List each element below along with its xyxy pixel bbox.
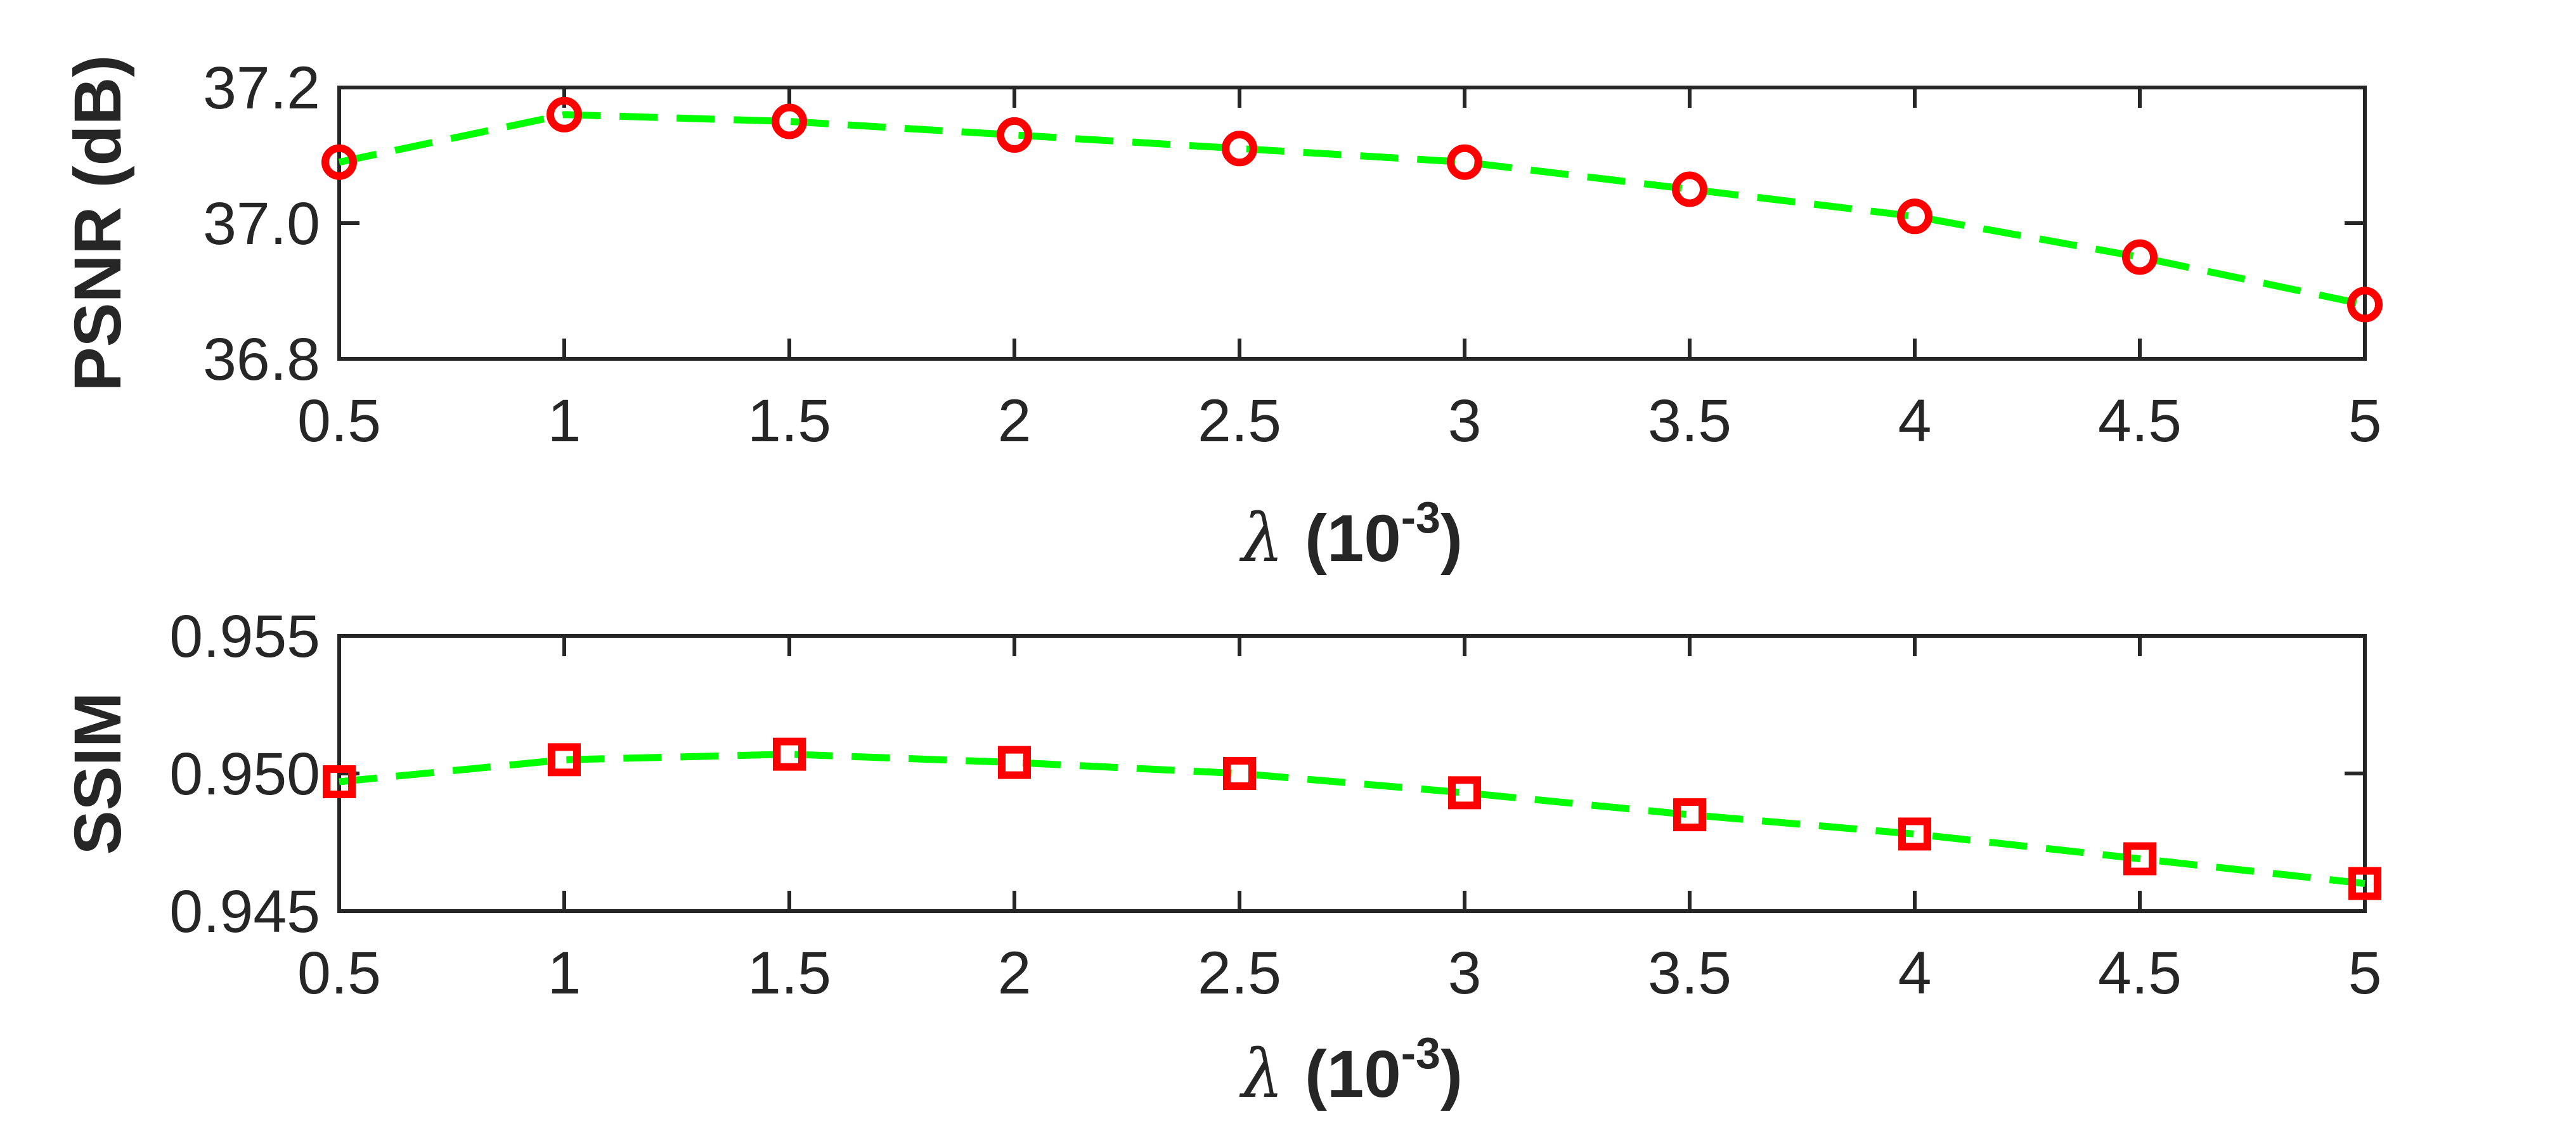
ssim-data-point xyxy=(1673,798,1706,832)
ssim-x-tick-label: 3 xyxy=(1448,940,1482,1007)
psnr-x-tick-label: 1 xyxy=(548,387,581,455)
ssim-x-tick-label: 5 xyxy=(2348,940,2382,1007)
ssim-y-tick-label: 0.945 xyxy=(169,878,320,945)
ssim-y-tick-label: 0.950 xyxy=(169,741,320,808)
psnr-data-point xyxy=(321,144,357,180)
ssim-x-tick-label: 4.5 xyxy=(2098,940,2182,1007)
psnr-x-tick-label: 2 xyxy=(998,387,1032,455)
psnr-y-tick-label: 36.8 xyxy=(203,326,320,393)
psnr-data-point xyxy=(1447,144,1482,180)
psnr-x-tick-label: 1.5 xyxy=(748,387,831,455)
psnr-x-tick-label: 3 xyxy=(1448,387,1482,455)
ssim-data-point xyxy=(773,737,806,771)
psnr-data-point xyxy=(772,103,807,139)
ssim-x-tick-label: 1.5 xyxy=(748,940,831,1007)
ssim-data-point xyxy=(1448,776,1481,810)
psnr-chart: 0.5 1 1.5 2 2.5 3 3.5 4 4.5 5 36.8 37.0 37.2 λ (10-3)… xyxy=(61,55,2383,577)
psnr-data-point xyxy=(547,96,582,133)
psnr-x-tick-label: 4.5 xyxy=(2098,387,2182,455)
psnr-data-point xyxy=(1672,171,1707,207)
psnr-data-point xyxy=(2122,239,2158,275)
ssim-x-tick-label: 0.5 xyxy=(297,940,381,1007)
ssim-chart: 0.5 1 1.5 2 2.5 3 3.5 4 4.5 5 0.945 0.950 0.955 λ (10… xyxy=(61,603,2381,1113)
psnr-x-tick-label: 3.5 xyxy=(1648,387,1731,455)
psnr-y-tick-label: 37.0 xyxy=(203,190,320,257)
ssim-data-point xyxy=(548,743,581,777)
ssim-data-point xyxy=(998,746,1031,779)
ssim-y-tick-label: 0.955 xyxy=(169,603,320,670)
psnr-data-point xyxy=(1897,198,1932,235)
ssim-data-point xyxy=(2348,867,2381,900)
ssim-x-tick-label: 1 xyxy=(548,940,581,1007)
ssim-data-point xyxy=(1223,757,1256,790)
psnr-series-line xyxy=(338,111,2366,308)
ssim-y-axis-label: SSIM xyxy=(61,692,135,855)
psnr-x-tick-label: 2.5 xyxy=(1198,387,1281,455)
ssim-x-tick-label: 4 xyxy=(1898,940,1932,1007)
psnr-x-axis-label: λ (10-3) xyxy=(1239,493,1463,577)
ssim-x-tick-label: 3.5 xyxy=(1648,940,1731,1007)
psnr-x-tick-label: 0.5 xyxy=(297,387,381,455)
psnr-y-axis-label: PSNR (dB) xyxy=(61,55,135,392)
ssim-data-point xyxy=(323,765,356,799)
psnr-y-tick-label: 37.2 xyxy=(203,55,320,122)
psnr-data-point xyxy=(1222,131,1257,167)
psnr-x-tick-label: 4 xyxy=(1898,387,1932,455)
psnr-data-point xyxy=(997,117,1032,153)
ssim-x-tick-label: 2.5 xyxy=(1198,940,1281,1007)
psnr-x-tick-label: 5 xyxy=(2348,387,2382,455)
psnr-data-point xyxy=(2347,287,2383,323)
ssim-data-point xyxy=(1898,817,1931,851)
ssim-x-axis-label: λ (10-3) xyxy=(1239,1028,1463,1113)
ssim-x-tick-label: 2 xyxy=(998,940,1032,1007)
ssim-data-point xyxy=(2123,842,2156,876)
